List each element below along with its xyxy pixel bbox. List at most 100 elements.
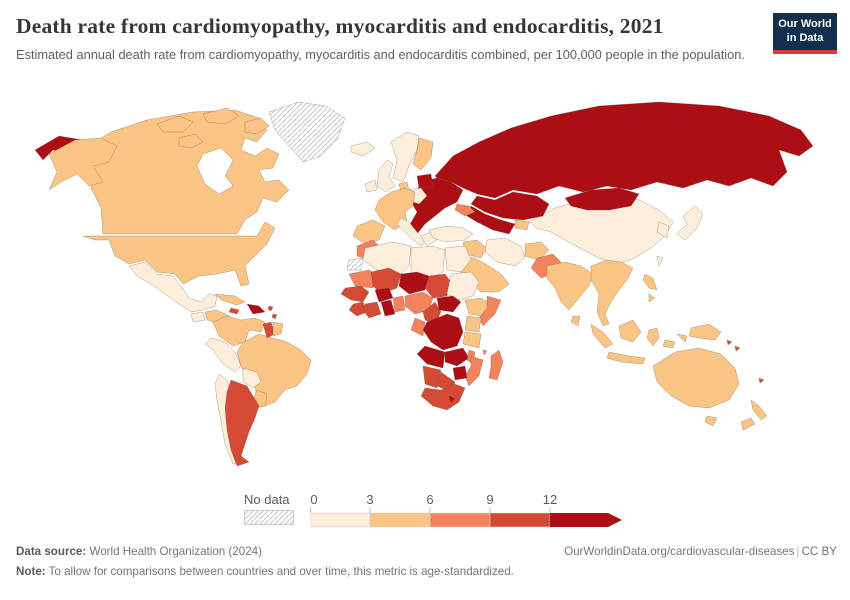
region-comoros[interactable]	[482, 349, 488, 356]
region-japan[interactable]	[676, 205, 704, 241]
region-tasmania[interactable]	[704, 415, 718, 427]
region-turkey[interactable]	[428, 225, 474, 243]
region-suriname[interactable]	[272, 321, 284, 337]
region-zimbabwe[interactable]	[452, 365, 468, 381]
region-norway-sweden[interactable]	[390, 131, 420, 183]
region-afghanistan[interactable]	[524, 241, 550, 261]
region-kenya-uganda[interactable]	[464, 315, 482, 333]
region-caucasus[interactable]	[454, 203, 476, 217]
region-egypt[interactable]	[444, 245, 472, 273]
region-antilles[interactable]	[267, 305, 278, 320]
region-cote-divoire[interactable]	[362, 301, 382, 319]
region-west-europe[interactable]	[374, 187, 416, 231]
region-sierra-liberia[interactable]	[348, 301, 368, 317]
region-namibia[interactable]	[422, 365, 442, 389]
region-somalia[interactable]	[478, 295, 502, 327]
region-zambia[interactable]	[444, 347, 470, 367]
region-baltics[interactable]	[416, 173, 434, 189]
region-russia[interactable]	[434, 101, 814, 199]
owid-logo-text: Our World in Data	[773, 13, 837, 50]
region-central-asia[interactable]	[466, 205, 516, 235]
region-philippines[interactable]	[642, 273, 658, 303]
legend-bucket-6-9[interactable]	[429, 512, 491, 528]
region-mongolia[interactable]	[564, 187, 640, 211]
region-new-zealand-south[interactable]	[740, 417, 756, 431]
region-ghana[interactable]	[380, 299, 396, 317]
region-mozambique[interactable]	[464, 355, 484, 387]
chart-subtitle: Estimated annual death rate from cardiom…	[16, 47, 745, 62]
legend-tick-12: 12	[543, 492, 557, 507]
region-iran[interactable]	[484, 237, 526, 267]
region-colombia-venezuela[interactable]	[212, 315, 266, 347]
region-uk[interactable]	[376, 159, 396, 193]
legend-color-bar: 0 3 6 9 12	[310, 492, 622, 528]
region-greenland[interactable]	[268, 101, 346, 163]
region-algeria[interactable]	[362, 241, 412, 279]
region-drc[interactable]	[422, 313, 464, 351]
owid-logo-red-bar	[773, 49, 837, 54]
region-finland[interactable]	[412, 137, 434, 171]
region-argentina[interactable]	[224, 379, 260, 467]
region-taiwan[interactable]	[656, 255, 664, 267]
owid-url-link[interactable]: OurWorldinData.org/cardiovascular-diseas…	[564, 545, 795, 558]
region-east-indonesia[interactable]	[662, 333, 688, 349]
region-libya[interactable]	[410, 245, 446, 281]
legend-bucket-0-3[interactable]	[310, 512, 371, 528]
region-angola[interactable]	[416, 345, 446, 369]
region-gabon-congo[interactable]	[410, 317, 426, 337]
region-west-sahara[interactable]	[346, 257, 364, 271]
region-south-africa[interactable]	[420, 383, 466, 411]
region-se-asia[interactable]	[590, 259, 634, 327]
region-peru-ecuador[interactable]	[204, 337, 242, 373]
region-hispaniola[interactable]	[246, 303, 266, 315]
legend-no-data[interactable]: No data	[244, 492, 294, 525]
region-arctic-islands[interactable]	[156, 107, 270, 149]
region-chad[interactable]	[424, 273, 452, 299]
legend-bucket-3-6[interactable]	[369, 512, 431, 528]
chart-title: Death rate from cardiomyopathy, myocardi…	[16, 14, 664, 38]
region-fiji[interactable]	[758, 377, 765, 384]
region-jamaica[interactable]	[228, 307, 240, 315]
region-iceland[interactable]	[350, 141, 376, 157]
region-niger[interactable]	[398, 271, 430, 295]
region-iberia[interactable]	[352, 219, 386, 245]
owid-logo[interactable]: Our World in Data	[773, 13, 837, 54]
region-central-african-republic[interactable]	[436, 295, 462, 313]
region-new-zealand-north[interactable]	[750, 399, 768, 421]
region-australia[interactable]	[652, 347, 740, 409]
legend-bucket-12plus[interactable]	[550, 513, 622, 527]
region-java[interactable]	[606, 351, 646, 365]
legend-bucket-9-12[interactable]	[489, 512, 551, 528]
region-korea[interactable]	[656, 221, 670, 239]
region-solomon-islands[interactable]	[726, 339, 741, 352]
region-east-europe[interactable]	[408, 177, 464, 235]
region-papua-new-guinea[interactable]	[688, 323, 722, 341]
region-mali[interactable]	[370, 267, 402, 295]
region-ireland[interactable]	[364, 179, 378, 193]
region-borneo[interactable]	[618, 319, 642, 343]
region-lesotho[interactable]	[448, 395, 456, 404]
region-alaska[interactable]	[48, 137, 118, 191]
legend-tick-9: 9	[486, 492, 493, 507]
region-guatemala[interactable]	[190, 311, 206, 323]
region-togo-benin[interactable]	[392, 295, 406, 313]
region-tanzania[interactable]	[462, 331, 482, 349]
region-cuba[interactable]	[214, 293, 246, 306]
region-kazakhstan[interactable]	[470, 191, 550, 221]
region-sudan[interactable]	[446, 271, 480, 301]
region-sulawesi[interactable]	[646, 327, 660, 347]
region-sumatra[interactable]	[590, 323, 614, 349]
region-canada[interactable]	[84, 109, 290, 235]
data-source: Data source: World Health Organization (…	[16, 545, 262, 558]
region-kyrgyz-tajik[interactable]	[514, 219, 530, 231]
region-usa[interactable]	[82, 221, 276, 287]
region-sri-lanka[interactable]	[570, 315, 581, 327]
legend-tick-0: 0	[310, 492, 317, 507]
region-bolivia[interactable]	[242, 367, 262, 389]
region-madagascar[interactable]	[488, 349, 504, 381]
region-india[interactable]	[546, 261, 594, 311]
legend-tick-marks	[310, 507, 551, 513]
license-link[interactable]: CC BY	[801, 545, 837, 558]
region-senegal-guinea[interactable]	[340, 285, 370, 303]
legend-tick-6: 6	[426, 492, 433, 507]
